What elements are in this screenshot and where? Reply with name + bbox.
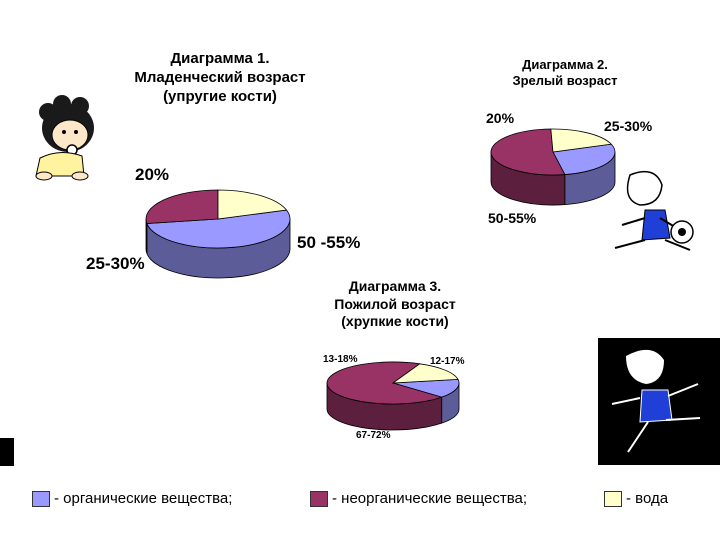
legend-label-inorganic: - неорганические вещества; [332, 490, 528, 507]
pie-chart-mature [490, 128, 616, 206]
chart-3-title: Диаграмма 3. Пожилой возраст (хрупкие ко… [300, 278, 490, 331]
legend-label-water: - вода [626, 490, 669, 507]
chart-2-title: Диаграмма 2. Зрелый возраст [480, 57, 650, 90]
pie-slice-inorganic [145, 189, 219, 224]
soccer-player-illustration [614, 170, 694, 251]
legend-label-organic: - органические вещества; [54, 490, 233, 507]
chart-3-title-line-1: Диаграмма 3. [348, 278, 442, 294]
kicking-figure-panel [598, 338, 720, 465]
chart-3-label-organic: 12-17% [430, 356, 465, 367]
chart-2-label-inorganic: 50-55% [488, 210, 537, 226]
chart-3-title-line-3: (хрупкие кости) [341, 313, 449, 329]
chart-1-label-inorganic: 25-30% [86, 254, 145, 273]
chart-1-label-water: 20% [135, 165, 170, 184]
pie-slice-organic [146, 209, 291, 249]
chart-2-label-water: 20% [486, 110, 515, 126]
chart-2-label-organic: 25-30% [604, 118, 653, 134]
pie-chart-elderly [326, 361, 460, 431]
pie-slice-water [217, 189, 288, 220]
pie-slice-inorganic [490, 128, 566, 176]
chart-3-title-line-2: Пожилой возраст [334, 295, 456, 312]
pie-slice-organic [552, 143, 616, 175]
legend-item-water: - вода [604, 490, 668, 507]
chart-1-label-organic: 50 -55% [297, 233, 361, 252]
legend-item-inorganic: - неорганические вещества; [310, 490, 527, 507]
pie-slice-water [550, 128, 613, 153]
chart-2-title-line-1: Диаграмма 2. [522, 57, 608, 72]
baby-illustration [35, 95, 94, 181]
chart-3-label-water: 13-18% [323, 354, 358, 365]
edge-block [0, 438, 14, 466]
pie-chart-infant [145, 189, 291, 279]
chart-1-title-line-2: Младенческий возраст [134, 68, 306, 86]
legend-swatch-water [604, 490, 622, 507]
legend-item-organic: - органические вещества; [32, 490, 232, 507]
chart-1-title-line-1: Диаграмма 1. [170, 50, 270, 67]
pie-slice-water [391, 363, 459, 384]
legend-swatch-inorganic [310, 490, 328, 507]
chart-3-label-inorganic: 67-72% [356, 430, 391, 441]
chart-2-title-line-2: Зрелый возраст [512, 73, 618, 89]
chart-1-title-line-3: (упругие кости) [163, 87, 277, 105]
pie-slice-inorganic [326, 361, 444, 405]
chart-1-title: Диаграмма 1. Младенческий возраст (упруг… [110, 50, 330, 106]
legend-swatch-organic [32, 490, 50, 507]
